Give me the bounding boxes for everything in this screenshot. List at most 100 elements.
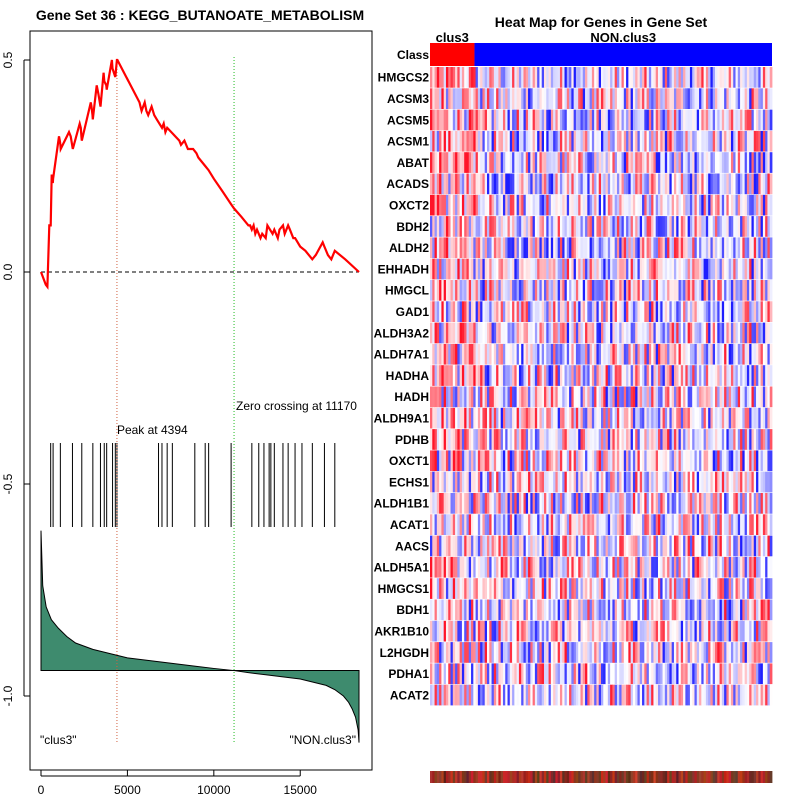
heatmap-cell	[480, 194, 483, 216]
heatmap-cell	[769, 343, 773, 365]
heatmap-cell	[569, 216, 572, 237]
heatmap-cell	[484, 471, 488, 493]
heatmap-cell	[557, 173, 561, 195]
heatmap-cell	[544, 642, 547, 663]
heatmap-cell	[694, 471, 698, 493]
heatmap-cell	[487, 556, 490, 578]
heatmap-cell	[432, 216, 435, 237]
heatmap-cell	[452, 642, 456, 663]
bottom-strip-cell	[548, 771, 552, 783]
heatmap-cell	[571, 152, 575, 173]
heatmap-cell	[642, 88, 645, 109]
heatmap-cell	[477, 514, 481, 535]
heatmap-cell	[459, 514, 463, 535]
heatmap-cell	[466, 386, 470, 408]
heatmap-cell	[562, 301, 565, 322]
heatmap-cell	[614, 301, 618, 322]
heatmap-cell	[541, 130, 545, 152]
heatmap-cell	[619, 642, 622, 663]
heatmap-cell	[605, 642, 609, 663]
heatmap-cell	[468, 301, 472, 322]
heatmap-cell	[744, 684, 748, 706]
heatmap-cell	[756, 152, 759, 173]
heatmap-cell	[566, 216, 570, 237]
bottom-strip-cell	[662, 771, 666, 783]
heatmap-cell	[573, 493, 577, 514]
heatmap-cell	[664, 684, 668, 706]
heatmap-cell	[619, 429, 622, 450]
heatmap-cell	[705, 301, 709, 322]
heatmap-cell	[585, 365, 588, 386]
heatmap-cell	[473, 365, 476, 386]
heatmap-cell	[480, 556, 483, 578]
heatmap-cell	[578, 301, 581, 322]
heatmap-cell	[441, 237, 445, 259]
heatmap-cell	[477, 599, 481, 621]
heatmap-cell	[466, 280, 470, 301]
heatmap-cell	[694, 322, 698, 344]
heatmap-cell	[758, 88, 761, 109]
heatmap-cell	[708, 152, 711, 173]
heatmap-cell	[544, 429, 547, 450]
heatmap-cell	[534, 386, 538, 408]
heatmap-cell	[726, 578, 730, 599]
heatmap-cell	[678, 343, 682, 365]
heatmap-cell	[528, 599, 531, 621]
heatmap-cell	[749, 642, 752, 663]
heatmap-cell	[457, 322, 461, 344]
heatmap-cell	[523, 493, 527, 514]
heatmap-cell	[701, 620, 704, 642]
heatmap-cell	[742, 450, 746, 472]
heatmap-cell	[689, 556, 693, 578]
heatmap-cell	[619, 109, 622, 131]
heatmap-cell	[696, 216, 700, 237]
heatmap-cell	[740, 556, 743, 578]
heatmap-cell	[651, 237, 654, 259]
heatmap-cell	[683, 535, 686, 557]
heatmap-cell	[678, 130, 682, 152]
heatmap-cell	[439, 237, 442, 259]
heatmap-cell	[626, 514, 629, 535]
heatmap-cell	[466, 301, 470, 322]
heatmap-cell	[555, 152, 559, 173]
heatmap-cell	[673, 514, 677, 535]
heatmap-cell	[767, 386, 771, 408]
heatmap-cell	[637, 67, 641, 88]
heatmap-cell	[715, 258, 718, 280]
heatmap-cell	[614, 407, 618, 429]
heatmap-cell	[452, 152, 456, 173]
heatmap-cell	[639, 88, 643, 109]
heatmap-cell	[582, 88, 586, 109]
heatmap-cell	[455, 386, 458, 408]
heatmap-cell	[514, 407, 518, 429]
bottom-strip-cell	[436, 771, 440, 783]
gene-label: PDHB	[395, 433, 429, 447]
heatmap-cell	[710, 471, 714, 493]
heatmap-cell	[680, 237, 684, 259]
heatmap-cell	[701, 173, 704, 195]
heatmap-cell	[689, 386, 693, 408]
heatmap-cell	[493, 280, 497, 301]
heatmap-cell	[680, 535, 684, 557]
heatmap-cell	[512, 642, 515, 663]
heatmap-cell	[448, 407, 451, 429]
right-class-label: "NON.clus3"	[289, 733, 356, 747]
heatmap-cell	[646, 322, 650, 344]
heatmap-cell	[455, 88, 458, 109]
heatmap-cell	[637, 365, 641, 386]
heatmap-cell	[762, 88, 766, 109]
heatmap-cell	[484, 322, 488, 344]
heatmap-cell	[471, 280, 474, 301]
heatmap-cell	[623, 599, 627, 621]
heatmap-cell	[566, 365, 570, 386]
heatmap-cell	[596, 280, 600, 301]
heatmap-cell	[673, 386, 677, 408]
heatmap-cell	[740, 237, 743, 259]
heatmap-cell	[559, 514, 563, 535]
heatmap-cell	[630, 386, 634, 408]
heatmap-cell	[646, 173, 650, 195]
heatmap-cell	[715, 67, 718, 88]
heatmap-cell	[468, 130, 472, 152]
bottom-strip-cell	[525, 771, 529, 783]
heatmap-cell	[571, 301, 575, 322]
